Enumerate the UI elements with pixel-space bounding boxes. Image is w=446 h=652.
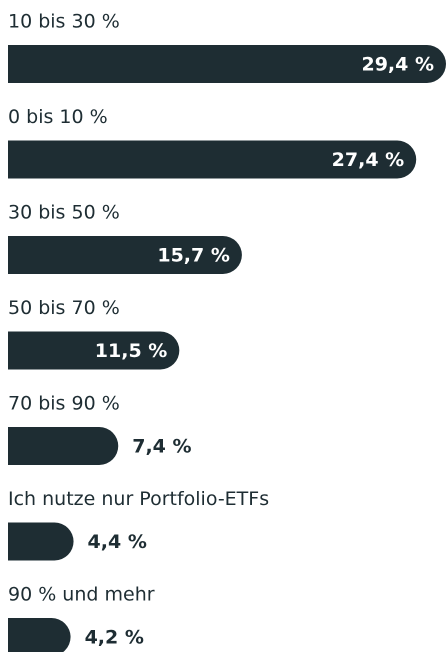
value-label: 4,4 % [88, 531, 147, 553]
bar [8, 140, 417, 179]
bar [8, 427, 119, 465]
value-label: 29,4 % [361, 54, 434, 76]
bar [8, 331, 180, 370]
bar [8, 236, 242, 274]
category-label: 0 bis 10 % [8, 106, 108, 128]
category-label: 10 bis 30 % [8, 11, 120, 33]
bar [8, 618, 71, 652]
category-label: 30 bis 50 % [8, 202, 120, 224]
value-label: 4,2 % [85, 627, 144, 649]
category-label: 90 % und mehr [8, 584, 155, 606]
value-label: 15,7 % [157, 245, 230, 267]
category-label: 70 bis 90 % [8, 393, 120, 415]
value-label: 7,4 % [132, 436, 191, 458]
category-label: 50 bis 70 % [8, 297, 120, 319]
category-label: Ich nutze nur Portfolio-ETFs [8, 488, 269, 510]
value-label: 27,4 % [332, 149, 405, 171]
bar [8, 45, 446, 83]
value-label: 11,5 % [95, 340, 168, 362]
bar [8, 522, 74, 561]
